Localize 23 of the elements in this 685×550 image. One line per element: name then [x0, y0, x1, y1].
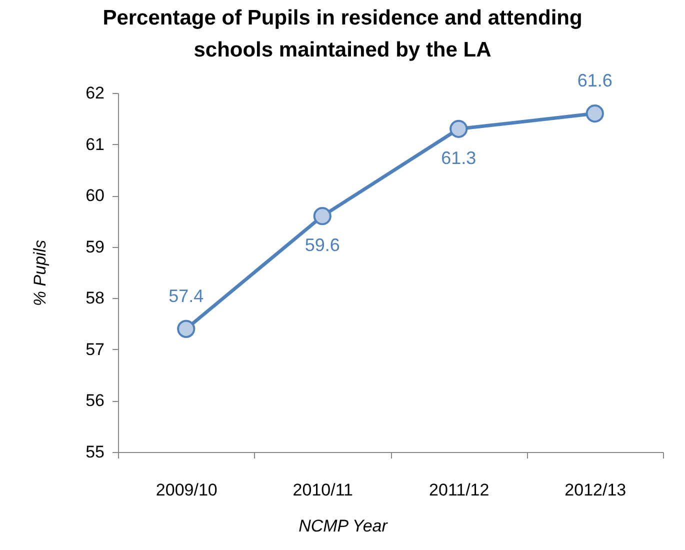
y-tick-label: 59: [86, 237, 104, 256]
chart-title: Percentage of Pupils in residence and attending schools maintained by the LA: [102, 6, 582, 62]
x-tick-label: 2011/12: [429, 480, 490, 500]
y-tick-label: 58: [86, 288, 104, 308]
y-tick-label: 55: [86, 442, 104, 462]
data-label: 61.3: [441, 148, 476, 168]
x-tick-label: 2009/10: [156, 480, 218, 500]
y-tick-label: 56: [86, 391, 104, 410]
point: [177, 320, 196, 338]
data-label: 59.6: [304, 235, 340, 256]
point: [450, 120, 468, 138]
data-label: 61.6: [577, 70, 612, 91]
x-axis-title: NCMP Year: [298, 516, 389, 536]
y-tick-label: 62: [86, 84, 104, 102]
x-tick-label: 2012/13: [564, 480, 626, 500]
data-label: 57.4: [168, 286, 204, 306]
y-tick-label: 57: [86, 340, 104, 359]
point: [586, 104, 604, 123]
y-tick-label: 60: [86, 186, 104, 206]
point: [313, 207, 332, 226]
y-tick-label: 61: [86, 134, 104, 154]
y-axis-title: % Pupils: [30, 239, 50, 306]
x-tick-label: 2010/11: [292, 480, 353, 500]
